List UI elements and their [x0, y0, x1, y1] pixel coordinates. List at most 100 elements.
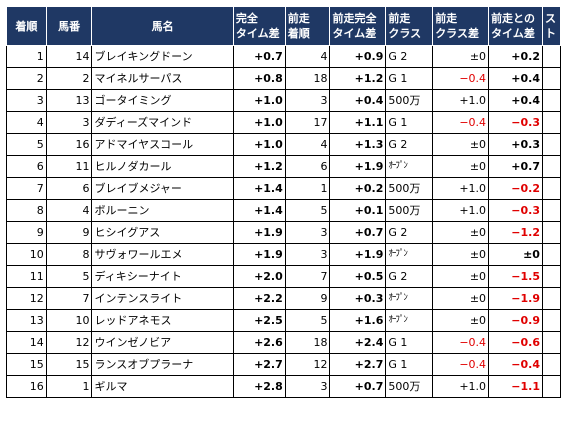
truncated-cell	[541, 67, 561, 90]
table-row: 16 1 ギルマ +2.8 3 +0.7 500万 +1.0 −1.1	[6, 375, 561, 398]
prev-class-cell: G 2	[385, 45, 434, 68]
column-header: 前走との タイム差	[488, 6, 543, 46]
column-header: 前走 着順	[284, 6, 331, 46]
time-vs-prev-cell: −1.9	[488, 287, 543, 310]
class-diff-cell: ±0	[432, 309, 490, 332]
horse-number-cell: 8	[45, 243, 93, 266]
class-diff-cell: ±0	[432, 221, 490, 244]
finish-rank-cell: 1	[6, 45, 47, 68]
time-vs-prev-cell: −1.2	[488, 221, 543, 244]
time-diff-cell: +0.8	[232, 67, 286, 90]
column-header-line: ト	[544, 27, 556, 40]
time-diff-cell: +0.7	[232, 45, 286, 68]
horse-number-cell: 15	[45, 353, 93, 376]
prev-rank-cell: 4	[284, 133, 331, 156]
prev-class-cell: G 1	[385, 111, 434, 134]
finish-rank-cell: 6	[6, 155, 47, 178]
horse-number-cell: 6	[45, 177, 93, 200]
finish-rank-cell: 2	[6, 67, 47, 90]
prev-rank-cell: 3	[284, 221, 331, 244]
finish-rank-cell: 3	[6, 89, 47, 112]
table-row: 10 8 サヴォワールエメ +1.9 3 +1.9 ｵｰﾌﾟﾝ ±0 ±0	[6, 243, 561, 266]
prev-time-diff-cell: +0.1	[329, 199, 387, 222]
class-diff-cell: ±0	[432, 155, 490, 178]
prev-rank-cell: 6	[284, 155, 331, 178]
finish-rank-cell: 13	[6, 309, 47, 332]
horse-number-cell: 5	[45, 265, 93, 288]
column-header-line: 前走	[388, 12, 411, 25]
horse-name-cell: マイネルサーパス	[91, 67, 234, 90]
prev-time-diff-cell: +0.7	[329, 375, 387, 398]
time-diff-cell: +1.4	[232, 199, 286, 222]
prev-class-cell: 500万	[385, 199, 434, 222]
horse-name-cell: ランスオブプラーナ	[91, 353, 234, 376]
prev-time-diff-cell: +2.4	[329, 331, 387, 354]
finish-rank-cell: 4	[6, 111, 47, 134]
table-row: 11 5 ディキシーナイト +2.0 7 +0.5 G 2 ±0 −1.5	[6, 265, 561, 288]
column-header-line: タイム差	[332, 27, 377, 40]
horse-number-cell: 4	[45, 199, 93, 222]
finish-rank-cell: 14	[6, 331, 47, 354]
time-vs-prev-cell: −0.9	[488, 309, 543, 332]
column-header-line: 着順	[287, 27, 310, 40]
horse-number-cell: 14	[45, 45, 93, 68]
class-diff-cell: ±0	[432, 133, 490, 156]
truncated-cell	[541, 309, 561, 332]
table-row: 8 4 ボルーニン +1.4 5 +0.1 500万 +1.0 −0.3	[6, 199, 561, 222]
table-row: 2 2 マイネルサーパス +0.8 18 +1.2 G 1 −0.4 +0.4	[6, 67, 561, 90]
time-diff-cell: +2.6	[232, 331, 286, 354]
time-diff-cell: +2.5	[232, 309, 286, 332]
time-vs-prev-cell: −0.4	[488, 353, 543, 376]
column-header: スト	[541, 6, 561, 46]
column-header-line: クラス差	[435, 27, 479, 40]
prev-time-diff-cell: +1.9	[329, 243, 387, 266]
prev-class-cell: ｵｰﾌﾟﾝ	[385, 155, 434, 178]
truncated-cell	[541, 353, 561, 376]
table-row: 12 7 インテンスライト +2.2 9 +0.3 ｵｰﾌﾟﾝ ±0 −1.9	[6, 287, 561, 310]
column-header: 馬番	[45, 6, 93, 46]
column-header-line: 前走	[435, 12, 458, 25]
finish-rank-cell: 16	[6, 375, 47, 398]
prev-time-diff-cell: +1.9	[329, 155, 387, 178]
time-diff-cell: +2.0	[232, 265, 286, 288]
time-vs-prev-cell: −1.5	[488, 265, 543, 288]
prev-rank-cell: 5	[284, 199, 331, 222]
time-vs-prev-cell: −0.3	[488, 111, 543, 134]
prev-class-cell: G 2	[385, 221, 434, 244]
truncated-cell	[541, 287, 561, 310]
time-diff-cell: +1.0	[232, 111, 286, 134]
horse-name-cell: ヒシイグアス	[91, 221, 234, 244]
table-body: 1 14 ブレイキングドーン +0.7 4 +0.9 G 2 ±0 +0.2 2 2 マイネルサーパス…	[6, 45, 561, 398]
horse-name-cell: ダディーズマインド	[91, 111, 234, 134]
truncated-cell	[541, 177, 561, 200]
truncated-cell	[541, 111, 561, 134]
time-vs-prev-cell: −0.3	[488, 199, 543, 222]
table-row: 6 11 ヒルノダカール +1.2 6 +1.9 ｵｰﾌﾟﾝ ±0 +0.7	[6, 155, 561, 178]
prev-class-cell: G 1	[385, 331, 434, 354]
prev-time-diff-cell: +2.7	[329, 353, 387, 376]
truncated-cell	[541, 199, 561, 222]
class-diff-cell: +1.0	[432, 89, 490, 112]
column-header-line: タイム差	[235, 27, 280, 40]
prev-class-cell: G 1	[385, 353, 434, 376]
time-vs-prev-cell: +0.4	[488, 67, 543, 90]
column-header: 前走完全 タイム差	[329, 6, 387, 46]
class-diff-cell: −0.4	[432, 67, 490, 90]
column-header: 前走 クラス差	[432, 6, 490, 46]
horse-number-cell: 12	[45, 331, 93, 354]
prev-time-diff-cell: +0.5	[329, 265, 387, 288]
horse-number-cell: 11	[45, 155, 93, 178]
column-header-line: ス	[544, 12, 556, 25]
prev-class-cell: G 2	[385, 265, 434, 288]
prev-rank-cell: 3	[284, 89, 331, 112]
prev-time-diff-cell: +0.9	[329, 45, 387, 68]
horse-name-cell: ウインゼノビア	[91, 331, 234, 354]
prev-rank-cell: 3	[284, 375, 331, 398]
prev-time-diff-cell: +0.4	[329, 89, 387, 112]
column-header-line: 前走	[287, 12, 310, 25]
table-row: 14 12 ウインゼノビア +2.6 18 +2.4 G 1 −0.4 −0.6	[6, 331, 561, 354]
prev-time-diff-cell: +1.2	[329, 67, 387, 90]
horse-name-cell: アドマイヤスコール	[91, 133, 234, 156]
time-diff-cell: +2.8	[232, 375, 286, 398]
prev-rank-cell: 18	[284, 331, 331, 354]
